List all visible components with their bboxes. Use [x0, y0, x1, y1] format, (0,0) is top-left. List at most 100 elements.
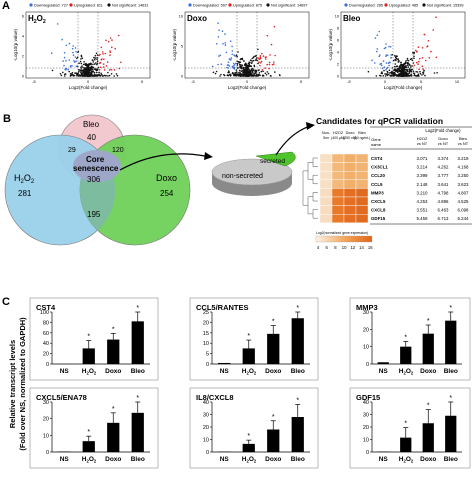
volcano-point: [418, 68, 420, 71]
volcano-point: [390, 57, 392, 59]
y-tick-label: 80: [43, 320, 49, 326]
volcano-point: [244, 73, 246, 76]
gene-name: CCL20: [371, 173, 385, 178]
y-tick-label: 20: [203, 425, 209, 431]
bar: [242, 443, 255, 452]
volcano-point: [264, 67, 267, 69]
volcano-point: [416, 71, 419, 73]
y-tick-label: 15: [203, 331, 209, 337]
x-category-label: Doxo: [420, 368, 436, 375]
qpcr-col-head-sub: (400 µM): [331, 136, 345, 140]
volcano-point: [215, 70, 218, 73]
volcano-point: [86, 75, 89, 77]
heat-cell: [343, 179, 357, 189]
volcano-point: [390, 54, 392, 56]
volcano-point: [238, 74, 241, 77]
volcano-point: [81, 57, 84, 59]
volcano-point: [243, 68, 246, 70]
volcano-point: [249, 61, 251, 64]
volcano-point: [410, 69, 412, 72]
volcano-point: [253, 74, 256, 77]
volcano-point: [75, 51, 77, 53]
x-category-label: NS: [60, 368, 70, 375]
y-axis-label: -Log10(p value): [328, 28, 333, 61]
fc-value: 3.071: [417, 156, 429, 161]
y-tick-label: 10: [335, 14, 339, 18]
volcano-point: [234, 71, 236, 74]
bar-charts: CST4020406080100NS*H2O2*Doxo*BleoCCL5/RA…: [29, 297, 471, 469]
volcano-point: [395, 59, 397, 62]
volcano-point: [63, 64, 65, 67]
heat-cell: [331, 171, 345, 181]
y-tick-label: 6: [337, 38, 339, 42]
volcano-point: [100, 46, 103, 49]
scale-tick: 16: [368, 245, 373, 250]
gene-name: CXCL8: [371, 208, 386, 213]
volcano-point: [82, 63, 85, 66]
x-category-label: Doxo: [420, 456, 436, 463]
volcano-point: [233, 54, 235, 56]
volcano-point: [391, 75, 394, 77]
volcano-point: [402, 73, 404, 75]
y-tick-label: 20: [363, 425, 369, 431]
y-tick-label: 30: [363, 310, 369, 316]
volcano-point: [400, 61, 402, 64]
volcano-point: [391, 53, 394, 56]
volcano-point: [69, 65, 72, 67]
heat-cell: [331, 213, 345, 223]
volcano-point: [251, 70, 254, 72]
bar-chart-2: CCL5/RANTES 0 5 10 15 20 25 NS * H2O2 * Doxo * Bleo: [189, 297, 319, 381]
volcano-point: [268, 63, 271, 66]
volcano-point: [81, 72, 84, 74]
volcano-point: [236, 71, 238, 73]
volcano-point: [100, 72, 102, 75]
venn-count-core: 306: [87, 175, 101, 184]
x-category-label: NS: [379, 456, 389, 463]
heat-cell: [343, 213, 357, 223]
gene-name: CCL5: [371, 182, 383, 187]
volcano-point: [258, 58, 261, 61]
x-category-label: NS: [379, 368, 389, 375]
volcano-point: [388, 69, 391, 72]
volcano-point: [92, 63, 94, 66]
fc-value: 6.098: [458, 208, 470, 213]
significance-mark: *: [247, 333, 250, 340]
volcano-point: [98, 69, 101, 71]
volcano-point: [411, 65, 413, 67]
volcano-point: [415, 49, 417, 52]
volcano-point: [106, 61, 109, 63]
volcano-point: [68, 42, 71, 45]
volcano-point: [396, 55, 398, 57]
volcano-point: [399, 70, 402, 72]
volcano-point: [77, 73, 79, 76]
significance-mark: *: [404, 334, 407, 341]
significance-mark: *: [449, 395, 452, 402]
volcano-point: [98, 54, 100, 57]
volcano-point: [408, 72, 411, 74]
bar: [218, 362, 231, 364]
volcano-point: [64, 73, 67, 75]
volcano-point: [379, 74, 381, 77]
heat-cell: [319, 162, 333, 172]
volcano-point: [229, 40, 232, 42]
bar: [445, 320, 457, 364]
volcano-point: [421, 65, 424, 67]
volcano-point: [94, 58, 96, 61]
volcano-point: [74, 72, 76, 74]
volcano-point: [239, 66, 241, 68]
legend-dot: [188, 3, 192, 7]
panel-a-letter: A: [2, 0, 10, 12]
x-tick-label: 10: [455, 80, 459, 84]
volcano-point: [101, 58, 103, 60]
volcano-point: [80, 58, 82, 60]
bar: [291, 318, 304, 364]
volcano-point: [95, 52, 98, 55]
y-tick-label: 0: [366, 450, 369, 456]
legend-entry: Not significant: 14631: [112, 4, 149, 8]
volcano-point: [242, 71, 244, 74]
volcano-point: [249, 65, 251, 68]
volcano-point: [248, 64, 250, 66]
volcano-point: [90, 71, 92, 74]
volcano-point: [231, 53, 233, 56]
volcano-point: [273, 25, 276, 28]
